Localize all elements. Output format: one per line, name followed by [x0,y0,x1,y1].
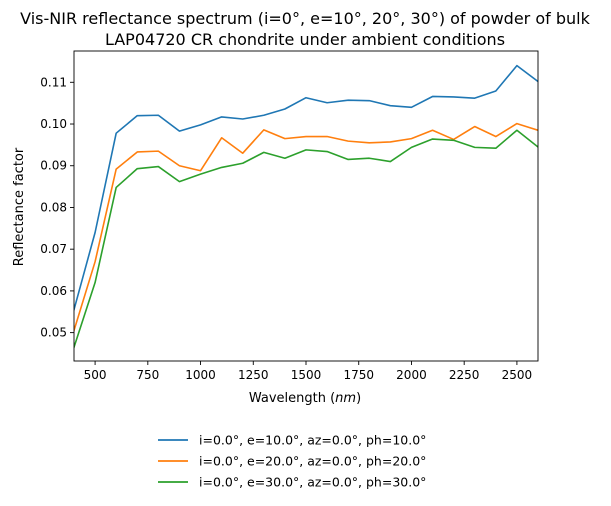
x-axis-label-unit: nm [335,391,356,406]
x-axis-label: Wavelength (nm) [249,391,361,406]
x-tick-label: 2500 [502,368,533,382]
x-tick-label: 750 [136,368,159,382]
y-tick-label: 0.08 [40,200,67,214]
y-axis-label: Reflectance factor [12,147,27,266]
y-tick-label: 0.11 [40,75,67,89]
series-line-3 [74,129,538,349]
plot-area [74,64,538,349]
legend-label-3: i=0.0°, e=30.0°, az=0.0°, ph=30.0° [199,475,426,490]
y-tick-label: 0.06 [40,284,67,298]
y-axis-ticks: 0.05 0.06 0.07 0.08 0.09 0.10 0.11 [40,75,74,340]
x-tick-label: 2000 [396,368,427,382]
chart-title-line-2: LAP04720 CR chondrite under ambient cond… [105,30,505,49]
x-tick-label: 1000 [185,368,216,382]
x-tick-label: 1250 [238,368,269,382]
x-axis-ticks: 500 750 1000 1250 1500 1750 2000 2250 2500 [84,361,533,382]
series-line-1 [74,64,538,311]
chart-title: Vis-NIR reflectance spectrum (i=0°, e=10… [20,9,590,49]
chart-title-line-1: Vis-NIR reflectance spectrum (i=0°, e=10… [20,9,590,28]
series-line-2 [74,122,538,332]
x-tick-label: 2250 [449,368,480,382]
x-axis-label-text: Wavelength ( [249,391,335,406]
legend: i=0.0°, e=10.0°, az=0.0°, ph=10.0° i=0.0°… [158,433,426,490]
y-tick-label: 0.09 [40,159,67,173]
y-tick-label: 0.10 [40,117,67,131]
x-tick-label: 1750 [343,368,374,382]
y-tick-label: 0.05 [40,326,67,340]
legend-label-2: i=0.0°, e=20.0°, az=0.0°, ph=20.0° [199,454,426,469]
legend-label-1: i=0.0°, e=10.0°, az=0.0°, ph=10.0° [199,433,426,448]
x-tick-label: 500 [84,368,107,382]
x-tick-label: 1500 [291,368,322,382]
y-tick-label: 0.07 [40,242,67,256]
x-axis-label-close: ) [356,391,361,406]
